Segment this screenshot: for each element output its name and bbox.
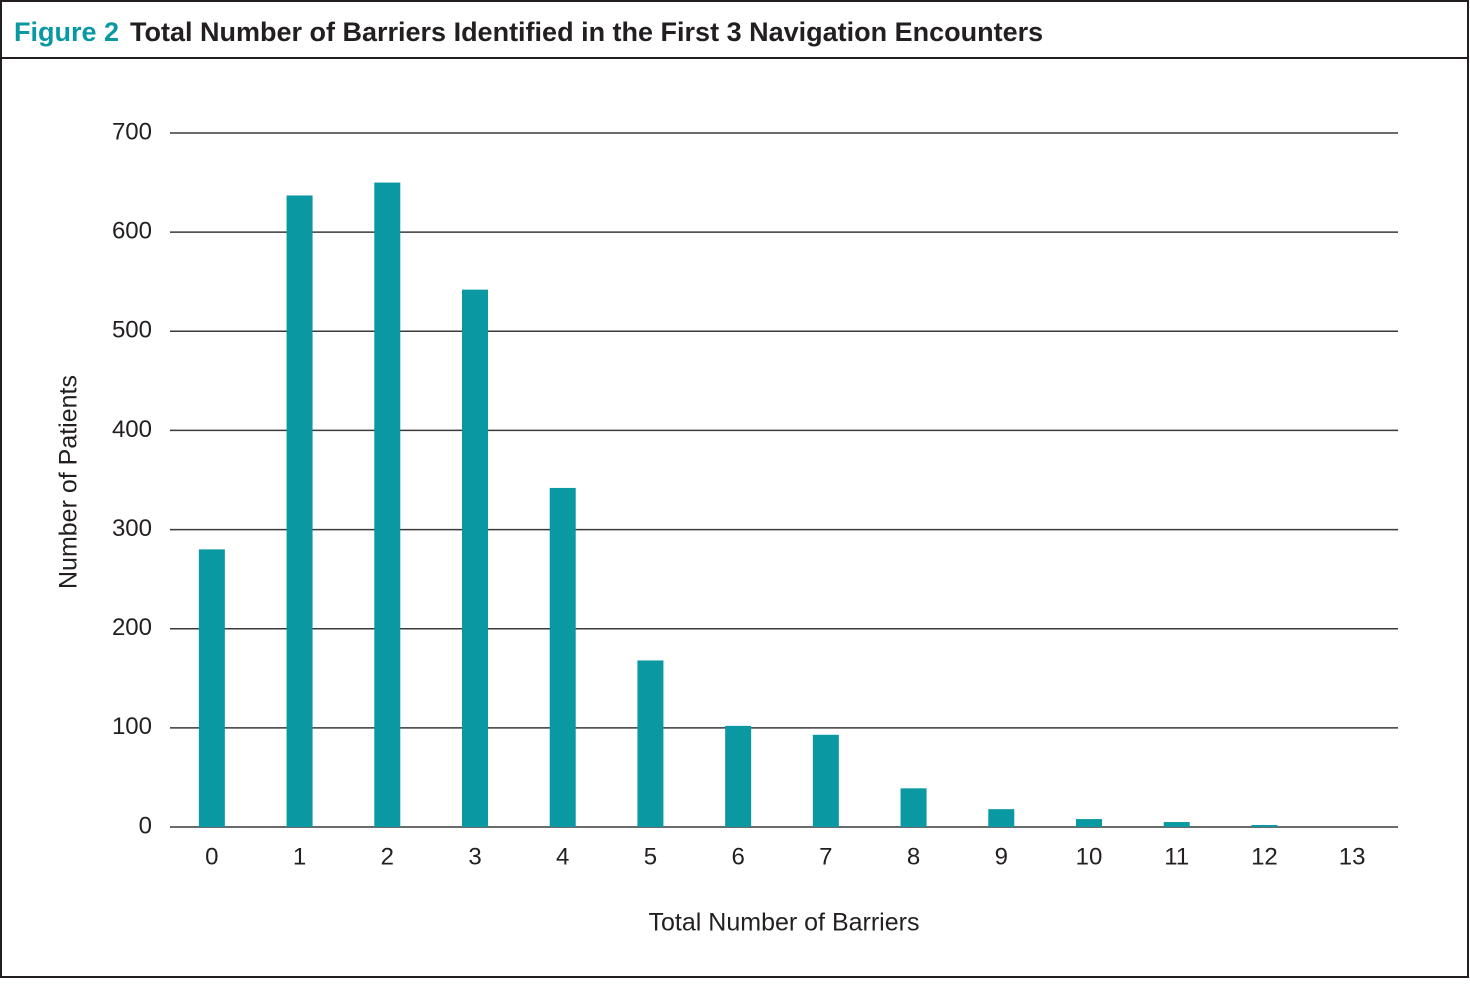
x-tick-label: 8 — [907, 843, 920, 870]
bar — [374, 182, 401, 828]
x-tick-label: 10 — [1076, 843, 1103, 870]
bar — [198, 549, 225, 827]
x-tick-label: 3 — [468, 843, 481, 870]
bar — [286, 195, 313, 827]
bar — [1163, 822, 1190, 827]
y-tick-label: 300 — [112, 515, 152, 542]
bar — [900, 788, 927, 827]
x-tick-label: 7 — [819, 843, 832, 870]
bar — [812, 734, 839, 827]
chart-title: Total Number of Barriers Identified in t… — [130, 17, 1043, 47]
y-tick-label: 200 — [112, 614, 152, 641]
y-tick-label: 700 — [112, 118, 152, 145]
x-tick-label: 12 — [1251, 843, 1278, 870]
x-tick-label: 2 — [381, 843, 394, 870]
bar — [725, 725, 752, 827]
y-axis-label: Number of Patients — [55, 375, 83, 589]
x-tick-label: 9 — [995, 843, 1008, 870]
y-tick-label: 0 — [139, 812, 152, 839]
x-tick-label: 1 — [293, 843, 306, 870]
y-tick-label: 100 — [112, 713, 152, 740]
bar — [1076, 819, 1102, 827]
x-tick-label: 0 — [205, 843, 218, 870]
bar — [1251, 825, 1278, 827]
bar — [549, 487, 576, 827]
x-tick-label: 4 — [556, 843, 569, 870]
x-tick-label: 5 — [644, 843, 657, 870]
x-axis-label: Total Number of Barriers — [649, 909, 920, 937]
x-tick-label: 13 — [1339, 843, 1366, 870]
bar — [637, 660, 664, 827]
figure-label: Figure 2 — [14, 17, 119, 47]
x-tick-label: 11 — [1164, 843, 1189, 870]
y-tick-label: 400 — [112, 416, 152, 443]
y-tick-label: 500 — [112, 317, 152, 344]
y-tick-label: 600 — [112, 217, 152, 244]
bar — [988, 809, 1015, 827]
x-tick-label: 6 — [731, 843, 744, 870]
bar — [462, 289, 488, 827]
